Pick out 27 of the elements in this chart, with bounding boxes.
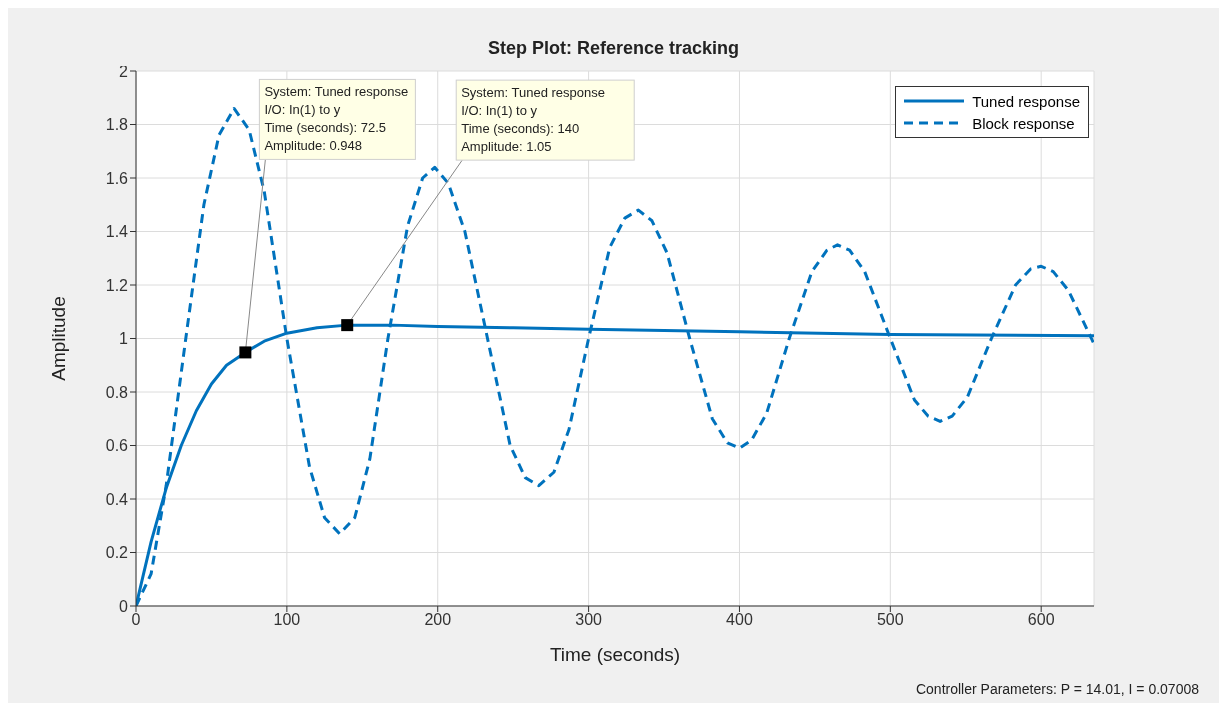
chart-title: Step Plot: Reference tracking [487,38,740,58]
x-tick-label: 0 [131,611,141,629]
x-axis-title: Time (seconds) [549,644,681,665]
y-tick-label: 1.6 [105,169,129,187]
x-tick-label: 200 [424,611,452,629]
y-tick-label: 0.8 [105,383,129,401]
y-axis-title: Amplitude [47,296,69,381]
y-tick-label: 0.6 [105,437,129,455]
legend-label: Block response [972,114,1075,132]
y-tick-label: 2 [119,62,129,80]
y-tick-label: 1.2 [105,276,129,294]
y-tick-label: 1.4 [105,223,129,241]
y-tick-label: 0 [119,597,129,615]
x-tick-label: 600 [1027,611,1055,629]
text: Controller Parameters: P = 14.01, I = 0.07008 [915,681,1199,697]
y-tick-label: 0.4 [105,490,129,508]
x-tick-label: 100 [273,611,301,629]
datatip-callout: System: Tuned response I/O: In(1) to y Time (seconds): 72.5 Amplitude: 0.948 [244,78,416,353]
x-tick-label: 400 [726,611,753,629]
x-tick-label: 300 [575,611,603,629]
legend-label: Tuned response [972,92,1080,110]
x-tick-label: 500 [876,611,904,629]
y-tick-label: 0.2 [105,544,129,562]
y-tick-label: 1.8 [105,116,129,134]
y-tick-label: 1 [119,330,129,348]
annotation: System: Tuned response I/O: In(1) to y Time (seconds): 72.5 Amplitude: 0.948 [264,84,409,154]
annotation: System: Tuned response I/O: In(1) to y Time (seconds): 140 Amplitude: 1.05 [461,85,606,155]
